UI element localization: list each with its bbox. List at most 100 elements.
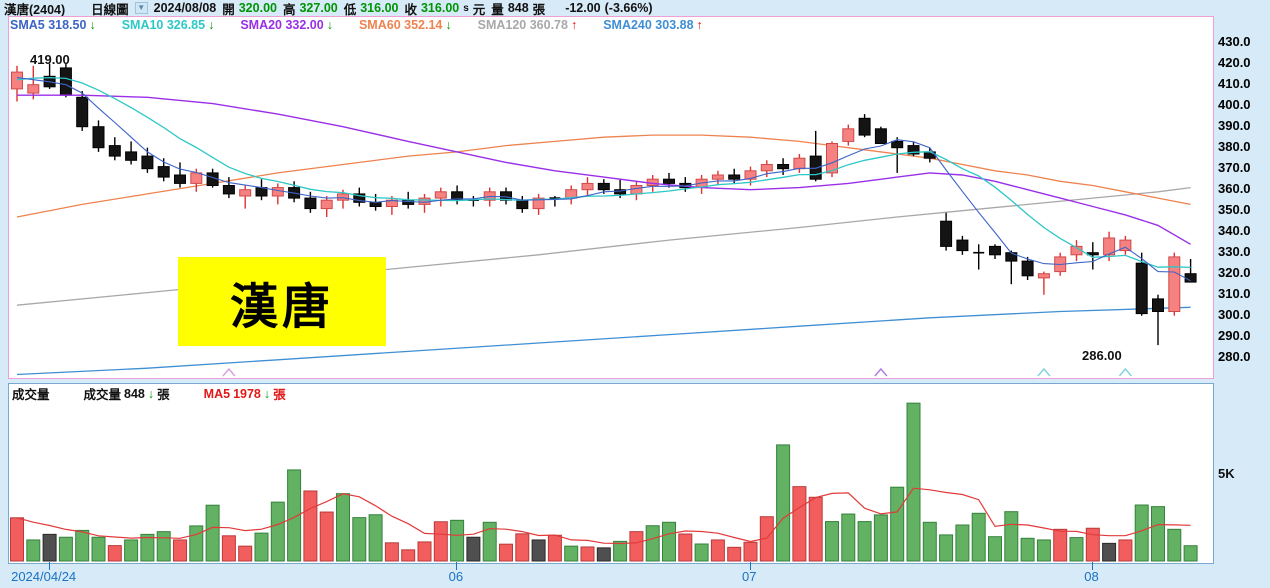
volume-bar [1118, 539, 1133, 562]
price-chart-canvas[interactable] [9, 17, 1213, 378]
candle [239, 185, 252, 209]
candle [418, 193, 431, 213]
volume-bar [694, 543, 709, 562]
period-dropdown-icon[interactable]: ▼ [134, 2, 148, 14]
candle [174, 162, 186, 188]
change-pct: (-3.66%) [604, 1, 653, 15]
candle [1037, 271, 1050, 295]
candle [989, 244, 1001, 259]
volume-bar [205, 504, 220, 562]
volume-bar [58, 536, 73, 562]
volume-chart-canvas[interactable] [9, 384, 1213, 563]
volume-bar [955, 524, 970, 562]
candle [451, 185, 464, 205]
candle [516, 196, 529, 213]
candle [891, 137, 904, 173]
price-tick-label: 370.0 [1218, 159, 1251, 175]
sma-legend: SMA5 318.50 ↓ SMA10 326.85 ↓ SMA20 332.00 ↓ SM… [10, 17, 703, 32]
volume-bar [857, 521, 872, 562]
candle [1135, 252, 1148, 316]
change-group: -12.00 (-3.66%) [565, 1, 652, 15]
volume-bar [515, 533, 530, 562]
volume-bar [662, 521, 676, 562]
volume-bar [417, 541, 432, 562]
price-tick-label: 280.0 [1218, 348, 1251, 364]
volume-bar [450, 519, 465, 562]
volume-bar [873, 514, 888, 562]
sma-legend-item-sma120: SMA120 360.78 ↑ [477, 17, 578, 32]
low-group: 低 316.00 [343, 1, 399, 17]
volume-bar [939, 534, 954, 562]
volume-bar [808, 496, 823, 562]
candle [222, 177, 235, 199]
volume-value: 848 [507, 1, 529, 15]
volume-bar [107, 545, 122, 562]
volume-chart-pane[interactable] [8, 383, 1214, 564]
volume-bar [890, 486, 905, 562]
period-selector-label[interactable]: 日線圖 [91, 2, 129, 17]
candle [11, 65, 23, 102]
volume-bar [678, 533, 693, 562]
candle [695, 175, 708, 194]
volume-bar [776, 444, 791, 562]
candle [1168, 252, 1181, 316]
candle [271, 183, 284, 205]
price-tick-label: 410.0 [1218, 75, 1251, 91]
high-price-annotation: 419.00 [30, 52, 70, 67]
volume-bar [1085, 527, 1100, 562]
volume-bar [173, 539, 187, 562]
candle [711, 170, 724, 186]
volume-bar [1036, 539, 1051, 562]
price-tick-label: 390.0 [1218, 117, 1251, 133]
close-value: 316.00 [420, 1, 460, 15]
volume-bar [629, 531, 644, 562]
volume-bar [547, 534, 562, 562]
volume-bar [1069, 537, 1084, 562]
caret-marker [1118, 367, 1132, 377]
time-tick-label: 07 [742, 569, 757, 584]
candle [581, 177, 594, 196]
volume-bar [75, 529, 90, 562]
candle [76, 91, 89, 131]
volume-bar [499, 543, 513, 562]
candle [1021, 256, 1034, 280]
candle [1005, 250, 1018, 285]
candle [923, 147, 936, 163]
volume-bar [303, 490, 318, 562]
volume-pane-title: 成交量 [12, 388, 50, 402]
volume-ma5-line [16, 487, 1191, 545]
candle [108, 137, 121, 161]
volume-bar [1004, 511, 1019, 562]
sma20-line [17, 94, 1191, 245]
volume-bar [156, 531, 171, 562]
volume-bar [10, 517, 24, 562]
candle [255, 179, 268, 201]
sma5-line [16, 77, 1191, 282]
volume-direction-arrow: ↓ [147, 386, 155, 401]
top-info-bar: 漢唐(2404) 日線圖 ▼ 2024/08/08 開 320.00 高 327… [0, 0, 1270, 17]
candle [1152, 294, 1164, 346]
candle [549, 196, 561, 207]
volume-bar [792, 486, 807, 562]
candle [809, 130, 822, 182]
open-value: 320.00 [238, 1, 277, 15]
sma240-line [16, 306, 1191, 376]
candle [43, 63, 56, 89]
volume-readout: 成交量 848 ↓ 張 [83, 386, 170, 403]
volume-bar [466, 536, 481, 562]
sma60-line [16, 134, 1191, 218]
volume-bar [482, 521, 497, 562]
time-tick-mark [456, 562, 458, 570]
price-tick-label: 310.0 [1218, 285, 1251, 301]
caret-marker [222, 367, 236, 377]
sma-legend-item-sma20: SMA20 332.00 ↓ [240, 17, 333, 32]
stock-title: 漢唐(2404) [4, 2, 66, 17]
time-tick-mark [749, 562, 751, 570]
volume-bar [270, 501, 285, 562]
price-tick-label: 330.0 [1218, 243, 1251, 259]
open-group: 開 320.00 [222, 1, 277, 17]
price-tick-label: 300.0 [1218, 306, 1251, 322]
volume-bar [42, 533, 57, 562]
time-tick-label: 06 [448, 569, 464, 584]
